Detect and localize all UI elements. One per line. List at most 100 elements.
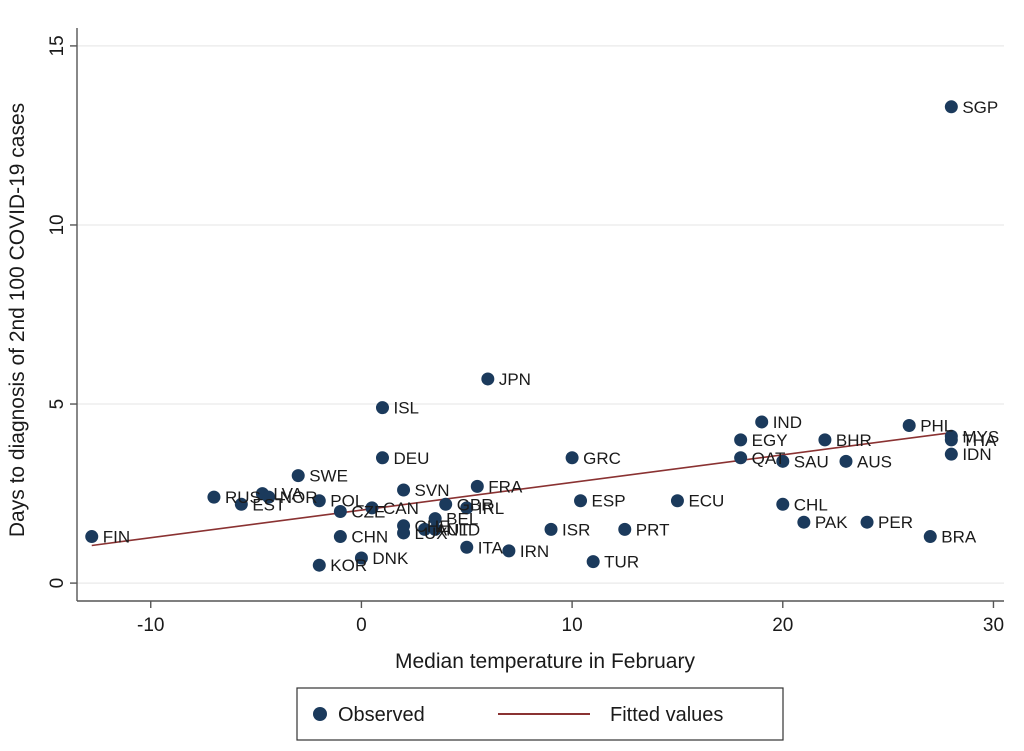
- point-pak: [797, 515, 811, 529]
- point-pol: [312, 494, 326, 508]
- y-tick-label: 15: [47, 35, 68, 56]
- x-tick-label: 0: [356, 615, 367, 636]
- point-isl: [375, 401, 389, 415]
- point-jpn: [481, 372, 495, 386]
- legend-observed-label: Observed: [338, 704, 425, 726]
- point-fra: [470, 479, 484, 493]
- point-label-sau: SAU: [794, 452, 829, 471]
- point-idn: [944, 447, 958, 461]
- point-can: [365, 501, 379, 515]
- point-prt: [618, 522, 632, 536]
- point-nor: [262, 490, 276, 504]
- point-ita: [460, 540, 474, 554]
- point-label-irn: IRN: [520, 542, 549, 561]
- point-label-ind: IND: [773, 413, 802, 432]
- point-label-kor: KOR: [330, 556, 367, 575]
- point-bhr: [818, 433, 832, 447]
- point-label-nor: NOR: [280, 488, 318, 507]
- point-label-cze: CZE: [351, 502, 385, 521]
- point-bra: [923, 530, 937, 544]
- legend-fitted-label: Fitted values: [610, 704, 723, 726]
- point-label-svn: SVN: [415, 481, 450, 500]
- point-per: [860, 515, 874, 529]
- point-label-bhr: BHR: [836, 431, 872, 450]
- point-label-isr: ISR: [562, 520, 590, 539]
- point-tha: [944, 433, 958, 447]
- point-label-rus: RUS: [225, 488, 261, 507]
- point-label-fin: FIN: [103, 528, 130, 547]
- point-svn: [397, 483, 411, 497]
- point-label-per: PER: [878, 513, 913, 532]
- point-label-egy: EGY: [752, 431, 788, 450]
- point-dnk: [354, 551, 368, 565]
- legend-observed-marker: [313, 707, 327, 721]
- point-label-sgp: SGP: [962, 98, 998, 117]
- point-ind: [755, 415, 769, 429]
- point-label-esp: ESP: [592, 492, 626, 511]
- fit-layer: [91, 431, 952, 547]
- y-tick-label: 5: [47, 399, 68, 410]
- point-label-irl: IRL: [478, 499, 504, 518]
- point-label-phl: PHL: [920, 417, 953, 436]
- point-tur: [586, 555, 600, 569]
- point-phl: [902, 419, 916, 433]
- point-label-gbr: GBR: [457, 495, 494, 514]
- point-label-chl: CHL: [794, 495, 828, 514]
- grid-layer: [77, 45, 1004, 584]
- fitted-values-line: [91, 431, 952, 547]
- point-label-bel: BEL: [446, 510, 478, 529]
- point-label-bra: BRA: [941, 528, 977, 547]
- point-label-ecu: ECU: [688, 492, 724, 511]
- x-axis-title: Median temperature in February: [395, 650, 695, 673]
- point-label-isl: ISL: [393, 399, 419, 418]
- point-label-chn: CHN: [351, 528, 388, 547]
- point-rus: [207, 490, 221, 504]
- point-label-lux: LUX: [415, 524, 448, 543]
- point-lux: [397, 526, 411, 540]
- point-label-swe: SWE: [309, 467, 348, 486]
- point-label-can: CAN: [383, 499, 419, 518]
- point-label-prt: PRT: [636, 520, 670, 539]
- point-qat: [734, 451, 748, 465]
- point-esp: [574, 494, 588, 508]
- point-label-ita: ITA: [478, 538, 504, 557]
- point-label-qat: QAT: [752, 449, 786, 468]
- point-gbr: [439, 497, 453, 511]
- point-egy: [734, 433, 748, 447]
- x-tick-label: 30: [983, 615, 1004, 636]
- point-aut: [418, 522, 432, 536]
- point-kor: [312, 558, 326, 572]
- point-label-fra: FRA: [488, 477, 523, 496]
- y-axis-title: Days to diagnosis of 2nd 100 COVID-19 ca…: [6, 103, 29, 537]
- point-nld: [428, 522, 442, 536]
- point-swe: [291, 469, 305, 483]
- axis-layer: 0 5 10 15 -10 0 10 20 30: [47, 28, 1004, 636]
- point-label-pak: PAK: [815, 513, 848, 532]
- point-label-tur: TUR: [604, 553, 639, 572]
- y-tick-label: 0: [47, 578, 68, 589]
- point-irl: [460, 501, 474, 515]
- point-deu: [375, 451, 389, 465]
- point-est: [234, 497, 248, 511]
- legend: Observed Fitted values: [296, 687, 784, 741]
- point-sgp: [944, 100, 958, 114]
- point-aus: [839, 454, 853, 468]
- point-fin: [85, 530, 99, 544]
- point-bel: [428, 512, 442, 526]
- point-label-mys: MYS: [962, 427, 999, 446]
- point-irn: [502, 544, 516, 558]
- point-label-nld: NLD: [446, 520, 480, 539]
- point-label-lva: LVA: [273, 485, 303, 504]
- x-tick-label: 20: [772, 615, 793, 636]
- point-grc: [565, 451, 579, 465]
- point-label-deu: DEU: [393, 449, 429, 468]
- point-sau: [776, 454, 790, 468]
- point-chn: [333, 530, 347, 544]
- point-label-aut: AUT: [436, 520, 470, 539]
- point-label-idn: IDN: [962, 445, 991, 464]
- point-label-tha: THA: [962, 431, 997, 450]
